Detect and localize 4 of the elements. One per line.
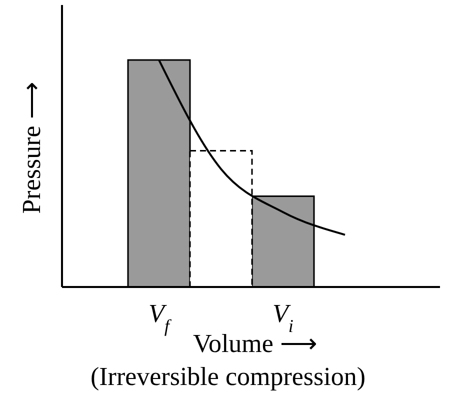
- x-tick-label: V$_{i}$: [272, 299, 294, 336]
- y-axis-title: Pressure ⟶: [17, 82, 46, 214]
- x-tick-label: V$_{f}$: [148, 299, 172, 336]
- text: (Irreversible compression): [90, 362, 366, 391]
